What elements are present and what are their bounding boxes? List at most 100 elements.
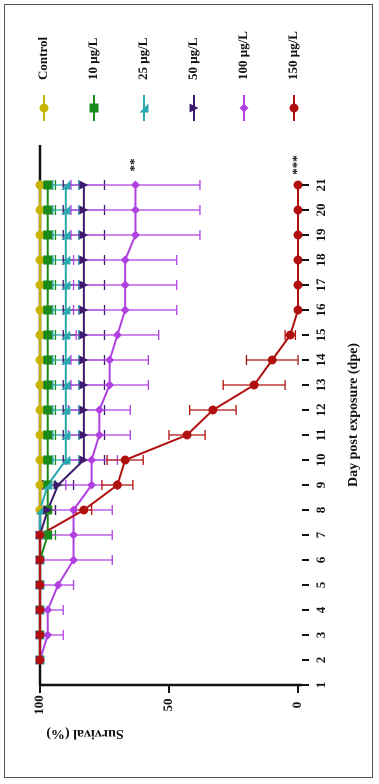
data-point <box>61 405 71 415</box>
data-point <box>43 305 53 315</box>
data-point <box>79 280 89 290</box>
data-point <box>249 380 259 390</box>
x-tick-label: 6 <box>313 556 328 563</box>
data-point <box>35 405 45 415</box>
data-point <box>130 205 140 215</box>
y-axis-title: Survival (%) <box>46 726 124 741</box>
data-point <box>35 430 45 440</box>
x-tick-label: 4 <box>313 606 328 613</box>
data-point <box>267 355 277 365</box>
y-tick-label: 0 <box>289 702 304 709</box>
legend-label: 10 μg/L <box>85 37 100 80</box>
data-point <box>61 280 71 290</box>
data-point <box>120 455 130 465</box>
data-point <box>112 330 122 340</box>
data-point <box>43 180 53 190</box>
legend-label: Control <box>35 37 50 80</box>
data-point <box>89 103 99 113</box>
data-point <box>43 630 53 640</box>
data-point <box>43 330 53 340</box>
x-tick-label: 19 <box>313 228 328 242</box>
data-point <box>120 255 130 265</box>
data-point <box>120 280 130 290</box>
data-point <box>69 555 79 565</box>
data-point <box>79 505 89 515</box>
data-point <box>39 103 49 113</box>
x-tick-label: 21 <box>313 179 328 192</box>
data-point <box>61 430 71 440</box>
x-tick-label: 10 <box>313 454 328 467</box>
data-point <box>79 180 89 190</box>
data-point <box>43 380 53 390</box>
x-tick-label: 8 <box>313 506 328 513</box>
x-tick-label: 16 <box>313 303 328 317</box>
data-point <box>35 380 45 390</box>
data-point <box>35 580 45 590</box>
x-tick-label: 15 <box>313 328 328 342</box>
x-tick-label: 13 <box>313 378 328 392</box>
y-tick-label: 100 <box>31 695 46 715</box>
data-point <box>43 455 53 465</box>
data-point <box>61 180 71 190</box>
data-point <box>35 555 45 565</box>
data-point <box>43 255 53 265</box>
x-tick-label: 5 <box>313 581 328 588</box>
data-point <box>43 480 53 490</box>
x-tick-label: 18 <box>313 253 328 267</box>
data-point <box>112 480 122 490</box>
data-point <box>43 605 53 615</box>
data-point <box>61 205 71 215</box>
data-point <box>61 380 71 390</box>
data-point <box>43 230 53 240</box>
data-point <box>35 480 45 490</box>
data-point <box>208 405 218 415</box>
data-point <box>293 255 303 265</box>
data-point <box>79 380 89 390</box>
legend-label: 50 μg/L <box>185 37 200 80</box>
data-point <box>79 355 89 365</box>
data-point <box>35 355 45 365</box>
data-point <box>293 280 303 290</box>
data-point <box>43 205 53 215</box>
x-tick-label: 9 <box>313 481 328 488</box>
data-point <box>79 430 89 440</box>
data-point <box>35 605 45 615</box>
data-point <box>35 305 45 315</box>
x-tick-label: 14 <box>313 353 328 367</box>
data-point <box>43 355 53 365</box>
data-point <box>293 230 303 240</box>
x-tick-label: 11 <box>313 429 328 441</box>
x-tick-label: 7 <box>313 531 328 538</box>
x-tick-label: 20 <box>313 204 328 217</box>
data-point <box>35 280 45 290</box>
data-point <box>69 530 79 540</box>
data-point <box>35 630 45 640</box>
data-point <box>105 355 115 365</box>
figure-frame <box>4 4 373 778</box>
data-point <box>79 255 89 265</box>
data-point <box>130 180 140 190</box>
data-point <box>79 405 89 415</box>
data-point <box>69 505 79 515</box>
data-point <box>43 505 53 515</box>
data-point <box>53 580 63 590</box>
data-point <box>35 230 45 240</box>
data-point <box>35 455 45 465</box>
data-point <box>35 655 45 665</box>
data-point <box>105 380 115 390</box>
x-axis-title: Day post exposure (dpe) <box>346 343 361 487</box>
data-point <box>285 330 295 340</box>
data-point <box>35 205 45 215</box>
data-point <box>94 430 104 440</box>
legend-label: 100 μg/L <box>235 31 250 80</box>
data-point <box>293 180 303 190</box>
data-point <box>43 530 53 540</box>
legend-label: 150 μg/L <box>285 31 300 80</box>
series-line <box>39 185 137 661</box>
data-point <box>61 230 71 240</box>
data-point <box>239 103 249 113</box>
x-tick-label: 3 <box>313 631 328 638</box>
legend-label: 25 μg/L <box>135 37 150 80</box>
data-point <box>61 355 71 365</box>
x-tick-label: 1 <box>313 682 328 689</box>
